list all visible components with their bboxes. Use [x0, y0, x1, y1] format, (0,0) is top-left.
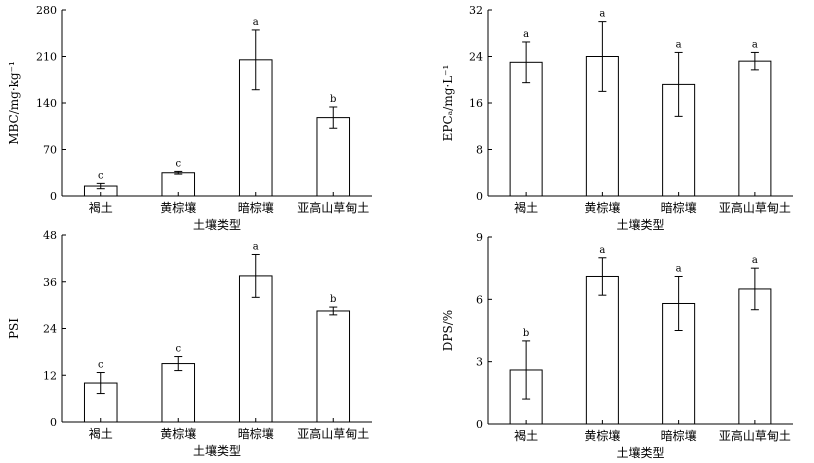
y-tick-label: 0: [476, 190, 483, 203]
significance-label: a: [676, 263, 682, 274]
x-tick-label: 亚高山草甸土: [719, 200, 791, 215]
y-axis-title: DPS/%: [441, 310, 455, 351]
significance-label: a: [752, 255, 758, 266]
x-tick-label: 亚高山草甸土: [719, 428, 791, 443]
y-tick-label: 6: [476, 293, 483, 306]
y-tick-label: 24: [469, 51, 483, 64]
significance-label: a: [752, 39, 758, 50]
y-axis-title: EPCₐ/mg·L⁻¹: [441, 65, 455, 142]
bar-4: [316, 310, 351, 423]
chart-panel-2: 0 8 16 24 32 EPCₐ/mg·L⁻¹ 土壤类型 a 褐土 a 黄棕壤 a 暗棕壤 a 亚高山草甸…: [441, 4, 793, 232]
x-tick-label: 暗棕壤: [238, 426, 274, 441]
y-tick-label: 280: [36, 4, 57, 17]
significance-label: a: [599, 9, 605, 20]
y-tick-label: 24: [43, 323, 57, 336]
x-tick-label: 黄棕壤: [584, 428, 620, 443]
x-tick-label: 亚高山草甸土: [297, 426, 369, 441]
y-tick-label: 210: [36, 51, 57, 64]
bar-4: [738, 60, 772, 197]
y-tick-label: 9: [476, 231, 483, 244]
y-tick-label: 12: [43, 369, 57, 382]
significance-label: b: [330, 294, 336, 305]
significance-label: b: [330, 94, 336, 105]
significance-label: b: [523, 328, 529, 339]
bar-1: [509, 61, 543, 197]
x-tick-label: 褐土: [514, 200, 538, 215]
bar-2: [161, 363, 196, 423]
x-tick-label: 亚高山草甸土: [297, 200, 369, 215]
chart-panel-4: 0 3 6 9 DPS/% 土壤类型 b 褐土 a 黄棕壤 a 暗棕壤 a 亚高山草甸土: [441, 231, 793, 460]
significance-label: c: [98, 360, 104, 371]
y-tick-label: 0: [50, 416, 57, 429]
x-tick-label: 褐土: [89, 426, 113, 441]
significance-label: a: [599, 245, 605, 256]
y-tick-label: 48: [43, 229, 57, 242]
significance-label: a: [253, 17, 259, 28]
x-axis-title: 土壤类型: [616, 445, 664, 460]
x-tick-label: 黄棕壤: [160, 426, 196, 441]
y-tick-label: 70: [43, 144, 57, 157]
y-tick-label: 0: [476, 418, 483, 431]
y-tick-label: 36: [43, 276, 57, 289]
x-tick-label: 暗棕壤: [661, 428, 697, 443]
bar-3: [238, 275, 273, 423]
x-axis-title: 土壤类型: [616, 217, 664, 232]
x-axis-title: 土壤类型: [193, 443, 241, 458]
significance-label: c: [175, 344, 181, 355]
y-tick-label: 32: [469, 4, 483, 17]
y-tick-label: 8: [476, 144, 483, 157]
bar-4: [316, 117, 351, 197]
chart-panel-3: 0 12 24 36 48 PSI 土壤类型 c 褐土 c 黄棕壤 a 暗棕壤 b 亚高山草甸土: [7, 229, 372, 458]
significance-label: c: [98, 170, 104, 181]
x-tick-label: 褐土: [514, 428, 538, 443]
significance-label: a: [253, 241, 259, 252]
x-tick-label: 黄棕壤: [584, 200, 620, 215]
chart-panel-1: 0 70 140 210 280 MBC/mg·kg⁻¹ 土壤类型 c 褐土 c 黄棕壤 a 暗棕壤 b 亚…: [7, 4, 372, 232]
y-axis-title: PSI: [7, 318, 21, 339]
y-tick-label: 16: [469, 97, 483, 110]
bar-4: [738, 288, 772, 425]
x-axis-title: 土壤类型: [193, 217, 241, 232]
x-tick-label: 褐土: [89, 200, 113, 215]
significance-label: a: [676, 39, 682, 50]
x-tick-label: 黄棕壤: [160, 200, 196, 215]
y-tick-label: 0: [50, 190, 57, 203]
y-tick-label: 3: [476, 356, 483, 369]
significance-label: a: [523, 29, 529, 40]
bar-2: [585, 275, 619, 425]
y-axis-title: MBC/mg·kg⁻¹: [7, 61, 21, 145]
significance-label: c: [175, 158, 181, 169]
x-tick-label: 暗棕壤: [238, 200, 274, 215]
y-tick-label: 140: [36, 97, 57, 110]
x-tick-label: 暗棕壤: [661, 200, 697, 215]
